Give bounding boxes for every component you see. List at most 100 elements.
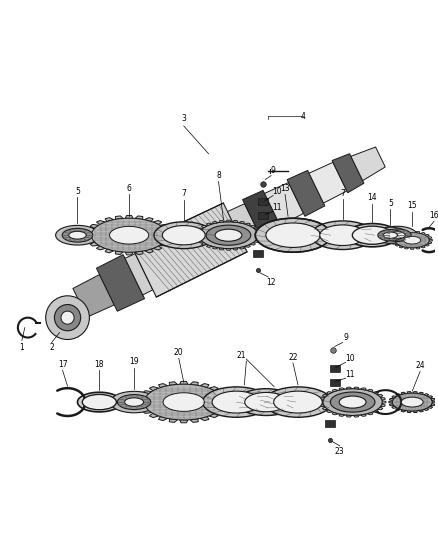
Polygon shape (86, 238, 94, 241)
Polygon shape (145, 249, 153, 253)
Polygon shape (96, 255, 145, 311)
Polygon shape (257, 231, 261, 233)
Polygon shape (320, 398, 325, 400)
Polygon shape (85, 233, 92, 237)
Polygon shape (389, 399, 394, 401)
Polygon shape (367, 389, 373, 392)
Ellipse shape (82, 394, 117, 410)
Polygon shape (153, 246, 162, 250)
Polygon shape (407, 411, 412, 413)
Text: 23: 23 (335, 447, 345, 456)
Ellipse shape (199, 222, 258, 248)
Polygon shape (396, 394, 401, 396)
Polygon shape (424, 408, 429, 410)
Ellipse shape (117, 394, 151, 409)
Polygon shape (378, 394, 383, 397)
Polygon shape (410, 248, 414, 249)
Polygon shape (233, 248, 238, 250)
Ellipse shape (330, 392, 375, 412)
Circle shape (54, 304, 81, 331)
Polygon shape (201, 225, 207, 228)
Polygon shape (216, 409, 225, 414)
Text: 12: 12 (266, 278, 276, 287)
Text: 24: 24 (415, 361, 425, 370)
Ellipse shape (383, 232, 398, 238)
Polygon shape (125, 252, 133, 255)
Polygon shape (198, 240, 203, 243)
Polygon shape (399, 246, 404, 248)
FancyBboxPatch shape (258, 198, 268, 205)
Ellipse shape (323, 389, 382, 416)
Ellipse shape (372, 227, 408, 243)
Text: 2: 2 (49, 343, 54, 352)
Text: 5: 5 (388, 199, 393, 208)
Polygon shape (115, 251, 123, 254)
Ellipse shape (339, 396, 366, 408)
Text: 22: 22 (288, 353, 298, 361)
Polygon shape (226, 248, 231, 250)
FancyBboxPatch shape (330, 365, 340, 372)
Polygon shape (332, 154, 364, 193)
Polygon shape (190, 419, 198, 422)
Circle shape (46, 296, 89, 340)
Ellipse shape (311, 221, 374, 249)
Polygon shape (339, 388, 345, 390)
Polygon shape (401, 410, 406, 412)
FancyBboxPatch shape (253, 250, 263, 257)
Polygon shape (96, 221, 106, 224)
Text: 13: 13 (280, 184, 290, 193)
Text: 20: 20 (174, 348, 184, 357)
Polygon shape (138, 395, 147, 399)
Ellipse shape (404, 236, 420, 244)
FancyBboxPatch shape (325, 420, 335, 427)
Polygon shape (209, 413, 218, 417)
Text: 9: 9 (343, 333, 348, 342)
Polygon shape (373, 410, 378, 413)
Polygon shape (180, 420, 188, 423)
Polygon shape (153, 221, 162, 224)
Polygon shape (167, 233, 173, 237)
Polygon shape (258, 234, 262, 237)
Polygon shape (360, 388, 366, 390)
Text: 5: 5 (75, 187, 80, 196)
Polygon shape (415, 231, 420, 233)
Polygon shape (233, 221, 238, 222)
Polygon shape (427, 237, 432, 239)
Ellipse shape (389, 232, 405, 239)
Polygon shape (395, 235, 400, 237)
Polygon shape (105, 217, 114, 222)
Polygon shape (427, 406, 433, 408)
Polygon shape (159, 384, 168, 387)
Polygon shape (138, 405, 147, 409)
Polygon shape (322, 394, 328, 397)
Text: 7: 7 (340, 189, 345, 198)
Polygon shape (405, 247, 409, 249)
Polygon shape (200, 384, 209, 387)
Circle shape (61, 311, 74, 324)
Text: 8: 8 (216, 171, 221, 180)
Polygon shape (392, 396, 397, 398)
Text: 11: 11 (345, 370, 354, 379)
Polygon shape (424, 394, 429, 396)
Ellipse shape (124, 398, 144, 406)
Text: 1: 1 (19, 343, 24, 352)
Polygon shape (319, 401, 323, 403)
Polygon shape (212, 221, 218, 224)
Polygon shape (420, 246, 425, 248)
Polygon shape (287, 171, 325, 216)
Polygon shape (407, 392, 412, 393)
Ellipse shape (396, 232, 429, 248)
Ellipse shape (255, 218, 331, 252)
Polygon shape (221, 405, 229, 409)
Polygon shape (322, 407, 328, 410)
Polygon shape (381, 398, 385, 400)
Ellipse shape (162, 225, 205, 245)
Polygon shape (327, 410, 332, 413)
Polygon shape (401, 392, 406, 394)
Text: 3: 3 (181, 115, 186, 124)
Polygon shape (395, 244, 400, 246)
Ellipse shape (144, 384, 223, 420)
Polygon shape (169, 419, 177, 422)
Polygon shape (320, 404, 325, 407)
Polygon shape (145, 217, 153, 222)
